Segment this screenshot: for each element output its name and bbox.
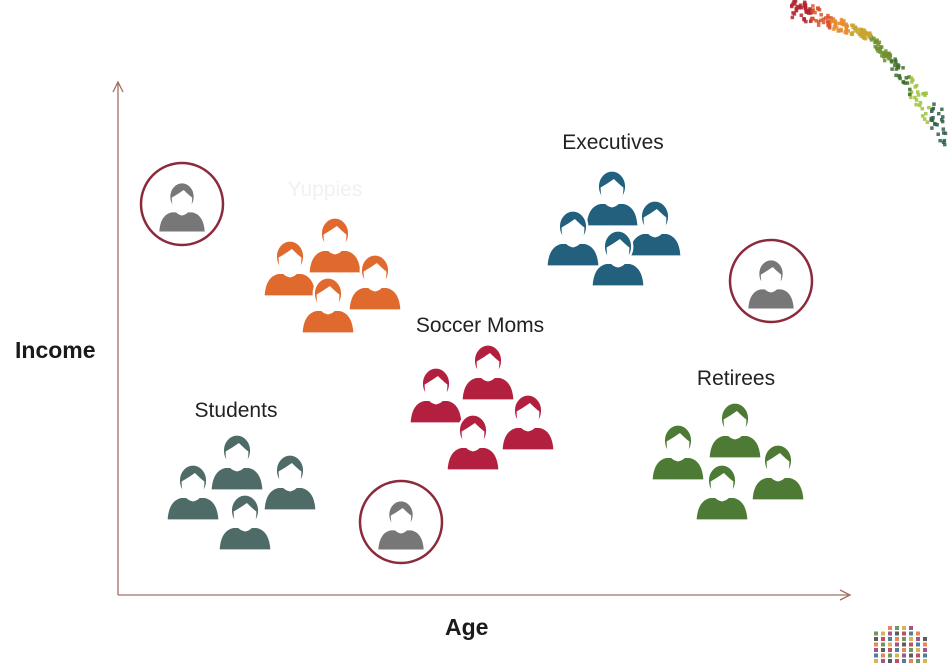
decorative-ribbon: [790, 0, 948, 147]
individual-customer: [728, 238, 814, 324]
segment-label-students: Students: [194, 399, 278, 422]
segment-group-soccer-moms: [408, 343, 556, 472]
y-axis-arrow: [112, 80, 124, 93]
person-icon: [746, 258, 796, 311]
x-axis-arrow: [839, 589, 852, 601]
segment-label-soccer-moms: Soccer Moms: [415, 314, 545, 337]
y-axis-label: Income: [15, 337, 96, 363]
person-icon: [157, 181, 207, 234]
segment-group-retirees: [650, 401, 806, 522]
brand-logo-dots: [874, 626, 927, 663]
person-icon: [408, 366, 464, 425]
person-icon: [262, 453, 318, 512]
person-icon: [590, 229, 646, 288]
segment-group-students: [165, 433, 318, 552]
person-icon: [650, 423, 706, 482]
x-axis-label: Age: [445, 614, 489, 640]
person-icon: [500, 393, 556, 452]
segment-label-retirees: Retirees: [696, 367, 776, 390]
person-icon: [545, 209, 601, 268]
axes: [112, 80, 852, 601]
person-icon: [445, 413, 501, 472]
person-icon: [217, 493, 273, 552]
person-icon: [694, 463, 750, 522]
segment-group-yuppies: [262, 216, 403, 335]
person-icon: [750, 443, 806, 502]
person-icon: [307, 216, 363, 275]
person-icon: [300, 276, 356, 335]
person-icon: [584, 169, 640, 228]
person-icon: [627, 199, 683, 258]
segment-label-yuppies: Yuppies: [287, 178, 363, 201]
segment-group-executives: [545, 169, 683, 288]
person-icon: [209, 433, 265, 492]
person-icon: [376, 499, 426, 552]
person-icon: [165, 463, 221, 522]
individual-customer: [358, 479, 444, 565]
individual-customer: [139, 161, 225, 247]
person-icon: [460, 343, 516, 402]
person-icon: [262, 239, 318, 298]
segment-label-executives: Executives: [562, 131, 664, 154]
person-icon: [707, 401, 763, 460]
person-icon: [347, 253, 403, 312]
